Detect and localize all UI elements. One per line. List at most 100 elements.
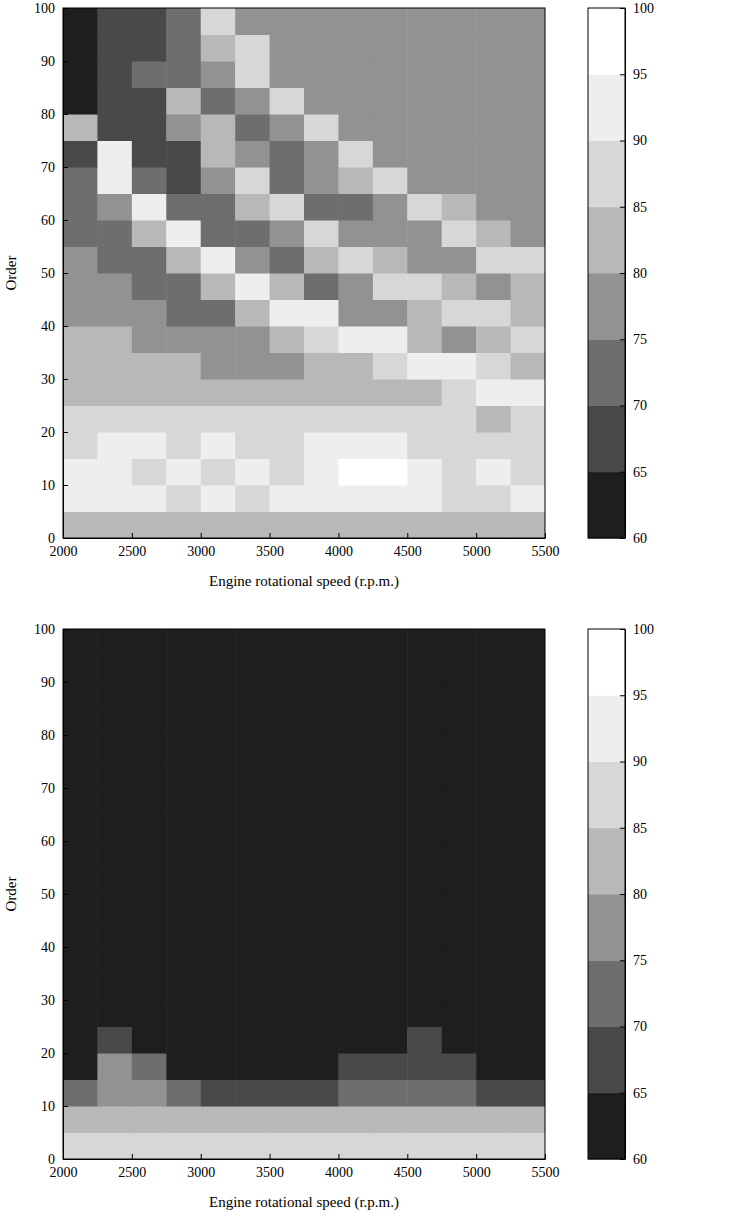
x-tick: 4500 (394, 1154, 422, 1180)
heat-cell (63, 379, 98, 406)
heat-cell (63, 1106, 98, 1133)
heat-cell (304, 682, 339, 709)
heat-cell (132, 974, 167, 1001)
heat-cell (201, 61, 236, 88)
heat-cell (373, 88, 408, 115)
heat-cell (166, 682, 201, 709)
heat-cell (373, 1133, 408, 1160)
heat-cell (201, 921, 236, 948)
heat-cell (304, 762, 339, 789)
heat-cell (511, 512, 545, 539)
heat-cell (63, 406, 98, 433)
heat-cell (442, 220, 477, 247)
y-tick: 10 (41, 1099, 68, 1114)
heat-cell (201, 1133, 236, 1160)
heat-cell (201, 947, 236, 974)
colorbar-tick-mark (620, 762, 625, 763)
x-tick-label: 2500 (118, 1165, 146, 1180)
heat-cell (201, 167, 236, 194)
colorbar-band (588, 8, 625, 75)
heat-cell (511, 947, 545, 974)
heat-cell (166, 947, 201, 974)
heat-cell (338, 300, 373, 327)
y-tick: 0 (48, 531, 68, 546)
heat-cell (304, 141, 339, 168)
heat-cell (235, 61, 270, 88)
heat-cell (235, 1000, 270, 1027)
heat-cell (407, 735, 442, 762)
colorbar-band (588, 762, 625, 829)
heat-cell (235, 735, 270, 762)
cells (63, 629, 545, 1159)
colorbar-tick-label: 100 (633, 1, 654, 16)
heat-cell (97, 432, 132, 459)
heat-cell (338, 273, 373, 300)
heat-cell (166, 709, 201, 736)
heat-cell (97, 220, 132, 247)
heat-cell (97, 485, 132, 512)
heat-cell (476, 88, 511, 115)
x-tick-mark (476, 533, 477, 538)
heat-cell (270, 1133, 305, 1160)
heat-cell (270, 8, 305, 35)
heat-cell (132, 788, 167, 815)
heat-cell (476, 167, 511, 194)
heat-cell (338, 141, 373, 168)
heat-cell (63, 512, 98, 539)
x-tick: 3000 (187, 1154, 215, 1180)
colorbar-tick: 85 (620, 200, 647, 215)
heat-cell (97, 353, 132, 380)
heat-cell (407, 273, 442, 300)
heat-cell (201, 815, 236, 842)
heat-cell (407, 432, 442, 459)
heat-cell (338, 353, 373, 380)
x-axis-line (64, 538, 546, 539)
heat-cell (132, 841, 167, 868)
heat-cell (235, 1106, 270, 1133)
heat-cell (304, 656, 339, 683)
heat-cell (166, 656, 201, 683)
heat-cell (270, 353, 305, 380)
heat-cell (511, 35, 545, 62)
heat-cell (97, 1053, 132, 1080)
heat-cell (304, 432, 339, 459)
heat-cell (511, 894, 545, 921)
x-axis: 20002500300035004000450050005500 (50, 533, 560, 559)
heat-cell (442, 947, 477, 974)
x-tick-mark (132, 1154, 133, 1159)
heat-cell (373, 273, 408, 300)
heat-cell (373, 868, 408, 895)
heat-cell (235, 300, 270, 327)
heat-cell (270, 247, 305, 274)
heat-cell (97, 1080, 132, 1107)
heat-cell (373, 894, 408, 921)
heat-cell (97, 788, 132, 815)
heat-cell (97, 35, 132, 62)
heat-cell (235, 629, 270, 656)
heat-cell (270, 682, 305, 709)
colorbar-band (588, 74, 625, 141)
heat-cell (166, 379, 201, 406)
heat-cell (511, 8, 545, 35)
heat-cell (304, 35, 339, 62)
heat-cell (63, 1027, 98, 1054)
heat-cell (304, 1027, 339, 1054)
heat-cell (201, 8, 236, 35)
heat-cell (201, 432, 236, 459)
heat-cell (511, 1106, 545, 1133)
heat-cell (132, 300, 167, 327)
colorbar-band (588, 828, 625, 895)
heat-cell (304, 974, 339, 1001)
colorbar-tick: 70 (620, 398, 647, 413)
heat-cell (338, 326, 373, 353)
heat-cell (476, 1053, 511, 1080)
heat-cell (407, 353, 442, 380)
heat-cell (442, 1053, 477, 1080)
heat-cell (511, 974, 545, 1001)
heat-cell (442, 61, 477, 88)
heat-cell (476, 512, 511, 539)
heat-cell (201, 459, 236, 486)
heat-cell (63, 1053, 98, 1080)
heat-cell (201, 485, 236, 512)
heat-cell (373, 656, 408, 683)
